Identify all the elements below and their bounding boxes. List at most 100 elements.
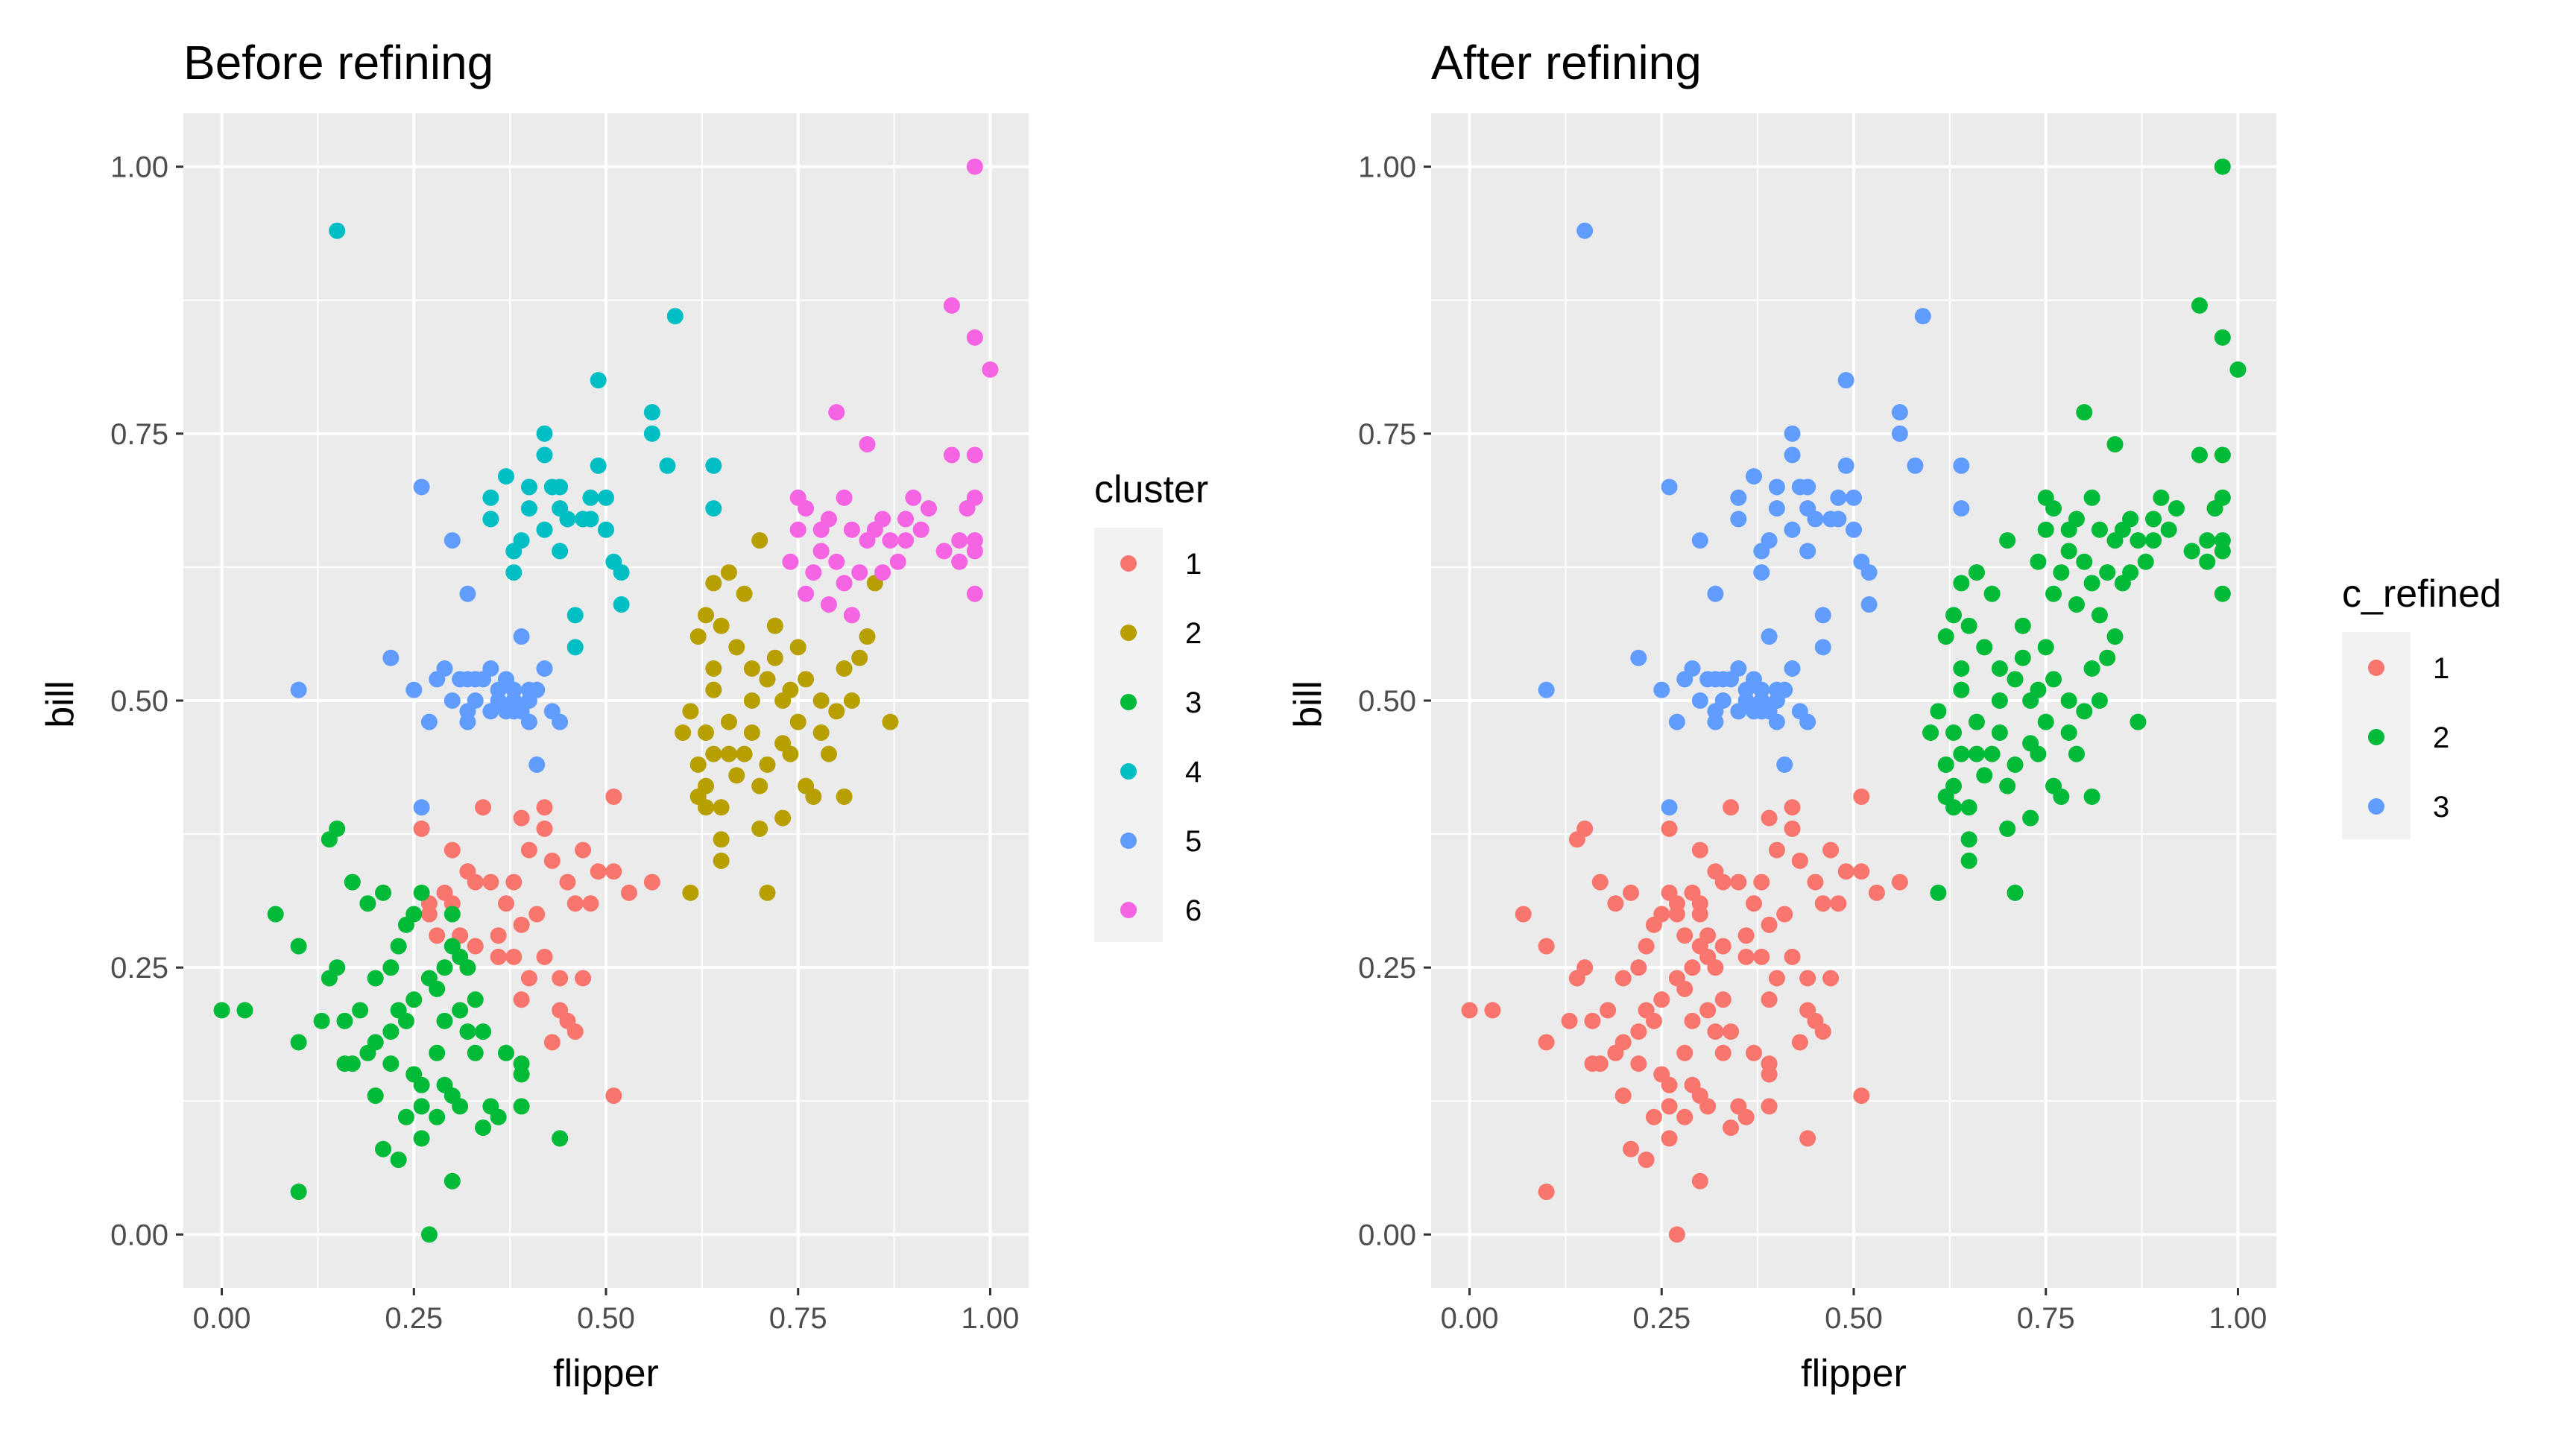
data-point-series-2 [1930, 884, 1947, 901]
data-point-series-1 [1638, 1002, 1655, 1019]
legend-label: 1 [2433, 652, 2449, 685]
data-point-series-5 [528, 756, 546, 773]
data-point-series-2 [1945, 777, 1963, 795]
data-point-series-3 [1730, 489, 1747, 506]
data-point-series-6 [943, 446, 960, 464]
data-point-series-3 [1860, 596, 1878, 613]
data-point-series-4 [613, 564, 630, 581]
data-point-series-2 [705, 745, 722, 762]
data-point-series-1 [566, 895, 584, 912]
data-point-series-1 [1676, 1044, 1693, 1061]
data-point-series-2 [2229, 361, 2247, 378]
data-point-series-2 [720, 745, 737, 762]
data-point-series-1 [1761, 1055, 1778, 1073]
data-point-series-3 [1776, 756, 1793, 773]
data-point-series-1 [1768, 841, 1785, 859]
data-point-series-1 [520, 970, 537, 987]
data-point-series-2 [812, 724, 830, 741]
data-point-series-1 [1607, 895, 1624, 912]
data-point-series-3 [1891, 425, 1908, 442]
legend-label: 1 [1185, 548, 1202, 581]
data-point-series-1 [1691, 906, 1708, 923]
data-point-series-6 [966, 158, 983, 175]
data-point-series-2 [2030, 553, 2047, 570]
data-point-series-2 [1937, 628, 1954, 645]
data-point-series-1 [1614, 1087, 1632, 1105]
data-point-series-4 [552, 543, 569, 560]
data-point-series-5 [520, 713, 537, 730]
data-point-series-2 [1930, 703, 1947, 720]
data-point-series-3 [1630, 649, 1647, 666]
legend-key [1120, 763, 1137, 780]
data-point-series-2 [689, 756, 707, 773]
data-point-series-1 [520, 841, 537, 859]
data-point-series-2 [782, 745, 799, 762]
data-point-series-1 [505, 874, 523, 891]
data-point-series-1 [513, 991, 530, 1008]
data-point-series-2 [1983, 745, 2001, 762]
data-point-series-1 [552, 970, 569, 987]
data-point-series-3 [1730, 511, 1747, 528]
data-point-series-6 [966, 532, 983, 549]
data-point-series-1 [1822, 970, 1840, 987]
data-point-series-1 [1538, 938, 1555, 955]
data-point-series-2 [2007, 671, 2024, 688]
data-point-series-6 [874, 564, 891, 581]
data-point-series-6 [951, 532, 968, 549]
data-point-series-2 [843, 692, 860, 709]
data-point-series-3 [359, 895, 376, 912]
data-point-series-3 [1891, 404, 1908, 421]
data-point-series-2 [1968, 564, 1985, 581]
legend-label: 2 [1185, 617, 1202, 650]
data-point-series-4 [497, 468, 514, 485]
data-point-series-3 [375, 884, 392, 901]
data-point-series-1 [1661, 1098, 1678, 1115]
data-point-series-2 [1960, 799, 1977, 816]
data-point-series-6 [935, 543, 953, 560]
data-point-series-1 [513, 809, 530, 827]
data-point-series-3 [290, 1034, 307, 1051]
data-point-series-2 [1991, 660, 2008, 677]
data-point-series-2 [2214, 446, 2231, 464]
data-point-series-4 [598, 489, 614, 506]
data-point-series-3 [1830, 489, 1847, 506]
data-point-series-2 [766, 617, 783, 634]
data-point-series-3 [1761, 532, 1778, 549]
data-point-series-5 [505, 703, 523, 720]
data-point-series-2 [2122, 564, 2139, 581]
data-point-series-6 [966, 329, 983, 346]
data-point-series-2 [720, 713, 737, 730]
data-point-series-6 [951, 553, 968, 570]
data-point-series-1 [1737, 927, 1755, 944]
data-point-series-3 [497, 1044, 514, 1061]
legend-key [1120, 625, 1137, 641]
data-point-series-3 [1799, 543, 1816, 560]
data-point-series-5 [290, 681, 307, 698]
data-point-series-1 [1576, 820, 1594, 837]
data-point-series-6 [782, 553, 799, 570]
data-point-series-6 [851, 564, 868, 581]
x-axis-label: flipper [1801, 1352, 1907, 1395]
y-tick-label: 0.25 [1358, 952, 1416, 985]
data-point-series-6 [820, 596, 837, 613]
data-point-series-5 [382, 649, 400, 666]
y-tick-label: 0.75 [1358, 418, 1416, 451]
data-point-series-1 [1737, 948, 1755, 965]
data-point-series-1 [1676, 1108, 1693, 1125]
data-point-series-3 [382, 959, 400, 976]
data-point-series-3 [459, 1023, 476, 1040]
data-point-series-2 [851, 649, 868, 666]
data-point-series-2 [2183, 543, 2200, 560]
legend-title: cluster [1094, 468, 1208, 511]
data-point-series-2 [1976, 767, 1993, 784]
legend-label: 5 [1185, 825, 1202, 858]
data-point-series-3 [552, 1130, 569, 1147]
data-point-series-2 [759, 671, 776, 688]
data-point-series-1 [1745, 1044, 1762, 1061]
data-point-series-2 [682, 884, 699, 901]
data-point-series-2 [2091, 521, 2108, 538]
data-point-series-2 [774, 692, 792, 709]
legend-label: 2 [2433, 721, 2449, 754]
data-point-series-6 [859, 436, 876, 453]
data-point-series-3 [405, 991, 423, 1008]
